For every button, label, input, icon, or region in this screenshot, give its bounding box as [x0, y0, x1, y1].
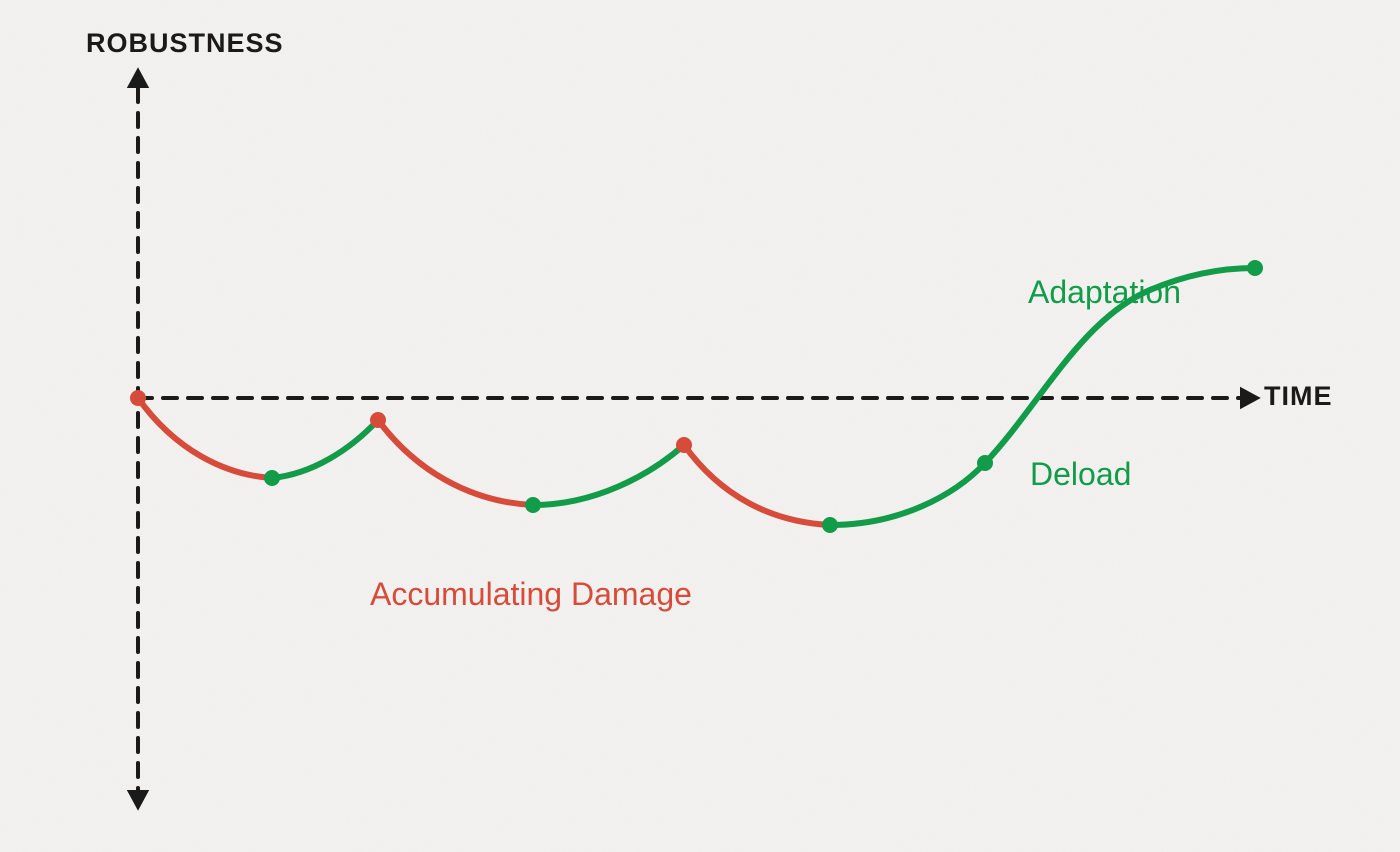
axes: [127, 67, 1261, 811]
annotation-adaptation: Adaptation: [1028, 274, 1181, 310]
curve-segment-recover-5: [830, 463, 985, 525]
annotation-deload: Deload: [1030, 456, 1131, 492]
marker-7: [1247, 260, 1263, 276]
curve-segment-recover-1: [272, 420, 378, 478]
x-axis-arrow: [1240, 387, 1261, 409]
marker-0: [130, 390, 146, 406]
curve-segment-recover-3: [533, 445, 684, 505]
marker-3: [525, 497, 541, 513]
y-axis-arrow-down: [127, 790, 149, 811]
labels: ROBUSTNESS TIME Accumulating Damage Deload A…: [86, 28, 1333, 612]
marker-4: [676, 437, 692, 453]
annotation-damage: Accumulating Damage: [370, 576, 692, 612]
curve-segment-damage-4: [684, 445, 830, 525]
curve-segment-recover-6: [985, 290, 1150, 463]
marker-5: [822, 517, 838, 533]
marker-2: [370, 412, 386, 428]
y-axis-label: ROBUSTNESS: [86, 28, 284, 58]
robustness-time-chart: ROBUSTNESS TIME Accumulating Damage Deload A…: [0, 0, 1400, 852]
curve-segment-damage-2: [378, 420, 533, 505]
curve-segment-damage-0: [138, 398, 272, 478]
y-axis-arrow-up: [127, 67, 149, 88]
x-axis-label: TIME: [1264, 381, 1333, 411]
marker-1: [264, 470, 280, 486]
marker-6: [977, 455, 993, 471]
